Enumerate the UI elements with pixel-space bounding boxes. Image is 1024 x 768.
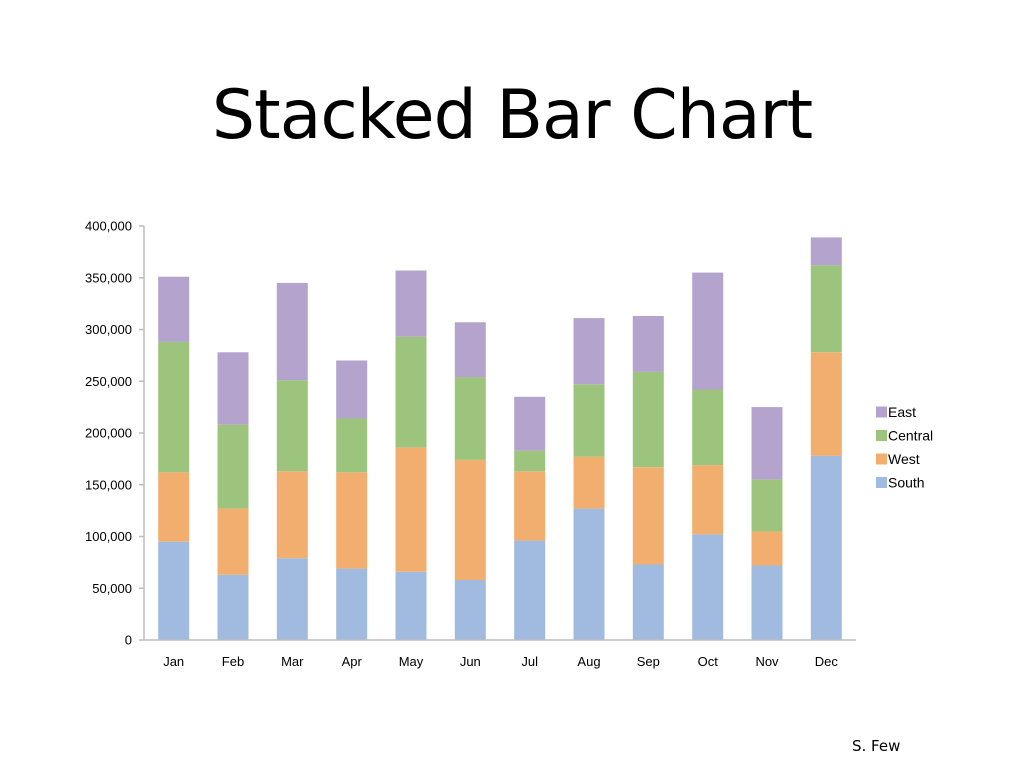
y-tick-label: 250,000 — [85, 374, 132, 389]
bar-west-dec — [810, 352, 842, 456]
bar-west-jan — [158, 472, 190, 542]
y-tick-label: 300,000 — [85, 322, 132, 337]
bar-central-nov — [751, 479, 783, 532]
legend-swatch-west — [876, 453, 887, 465]
x-tick-label: Oct — [698, 654, 719, 669]
bar-east-jul — [514, 396, 546, 451]
bar-east-jun — [454, 322, 486, 378]
x-tick-label: Jan — [163, 654, 184, 669]
y-tick-label: 150,000 — [85, 477, 132, 492]
bar-east-may — [395, 270, 427, 337]
bar-west-apr — [336, 472, 368, 569]
y-tick-label: 400,000 — [85, 219, 132, 234]
author-credit: S. Few — [852, 737, 901, 755]
bar-east-dec — [810, 237, 842, 266]
legend-label-east: East — [888, 404, 916, 420]
bar-south-jul — [514, 540, 546, 640]
legend-label-central: Central — [888, 428, 933, 444]
bar-central-may — [395, 336, 427, 448]
legend-label-south: South — [888, 475, 925, 491]
bar-east-aug — [573, 318, 605, 385]
bar-east-mar — [276, 282, 308, 381]
bar-west-jun — [454, 459, 486, 580]
bar-east-apr — [336, 360, 368, 419]
bar-central-jul — [514, 450, 546, 472]
x-tick-label: May — [399, 654, 424, 669]
bar-south-apr — [336, 568, 368, 640]
bar-west-may — [395, 447, 427, 572]
legend-swatch-south — [876, 477, 887, 488]
bar-central-aug — [573, 384, 605, 457]
y-tick-label: 100,000 — [85, 529, 132, 544]
bar-west-oct — [692, 465, 724, 535]
bar-central-dec — [810, 265, 842, 353]
bar-west-mar — [276, 471, 308, 559]
legend-label-west: West — [888, 451, 920, 467]
bar-south-oct — [692, 534, 724, 640]
bar-east-jan — [158, 276, 190, 342]
bar-south-feb — [217, 574, 249, 640]
x-tick-label: Jul — [521, 654, 538, 669]
bar-west-sep — [632, 467, 664, 565]
bar-south-may — [395, 571, 427, 640]
legend-swatch-central — [876, 430, 887, 441]
legend: East Central West South — [876, 404, 933, 491]
bar-west-feb — [217, 508, 249, 575]
bar-central-jun — [454, 377, 486, 460]
bar-central-jan — [158, 341, 190, 473]
bar-east-oct — [692, 272, 724, 390]
bar-south-dec — [810, 455, 842, 640]
y-tick-label: 50,000 — [92, 581, 132, 596]
bars-layer — [158, 237, 842, 640]
bar-south-sep — [632, 564, 664, 640]
y-tick-label: 200,000 — [85, 426, 132, 441]
bar-south-jan — [158, 541, 190, 640]
bar-central-mar — [276, 380, 308, 472]
bar-west-nov — [751, 531, 783, 566]
bar-south-mar — [276, 558, 308, 640]
bar-east-sep — [632, 316, 664, 372]
x-tick-label: Aug — [577, 654, 600, 669]
x-tick-label: Nov — [755, 654, 779, 669]
legend-swatch-east — [876, 406, 887, 418]
bar-central-feb — [217, 424, 249, 509]
bar-south-aug — [573, 508, 605, 640]
slide-title: Stacked Bar Chart — [211, 76, 813, 155]
y-tick-label: 0 — [125, 633, 132, 648]
x-tick-label: Sep — [637, 654, 660, 669]
x-tick-label: Dec — [815, 654, 839, 669]
x-tick-label: Jun — [460, 654, 481, 669]
bar-west-aug — [573, 456, 605, 509]
bar-south-nov — [751, 565, 783, 640]
bar-west-jul — [514, 471, 546, 541]
x-tick-label: Feb — [222, 654, 244, 669]
bar-central-sep — [632, 371, 664, 468]
bar-south-jun — [454, 580, 486, 640]
bar-central-apr — [336, 418, 368, 473]
bar-central-oct — [692, 389, 724, 466]
bar-east-feb — [217, 352, 249, 425]
bar-east-nov — [751, 407, 783, 480]
axes-layer: Jan Feb Mar Apr May Jun Jul Aug Sep Oct Nov Dec 0 50,… — [85, 219, 856, 669]
y-tick-label: 350,000 — [85, 270, 132, 285]
x-tick-label: Mar — [281, 654, 304, 669]
x-tick-label: Apr — [342, 654, 363, 669]
